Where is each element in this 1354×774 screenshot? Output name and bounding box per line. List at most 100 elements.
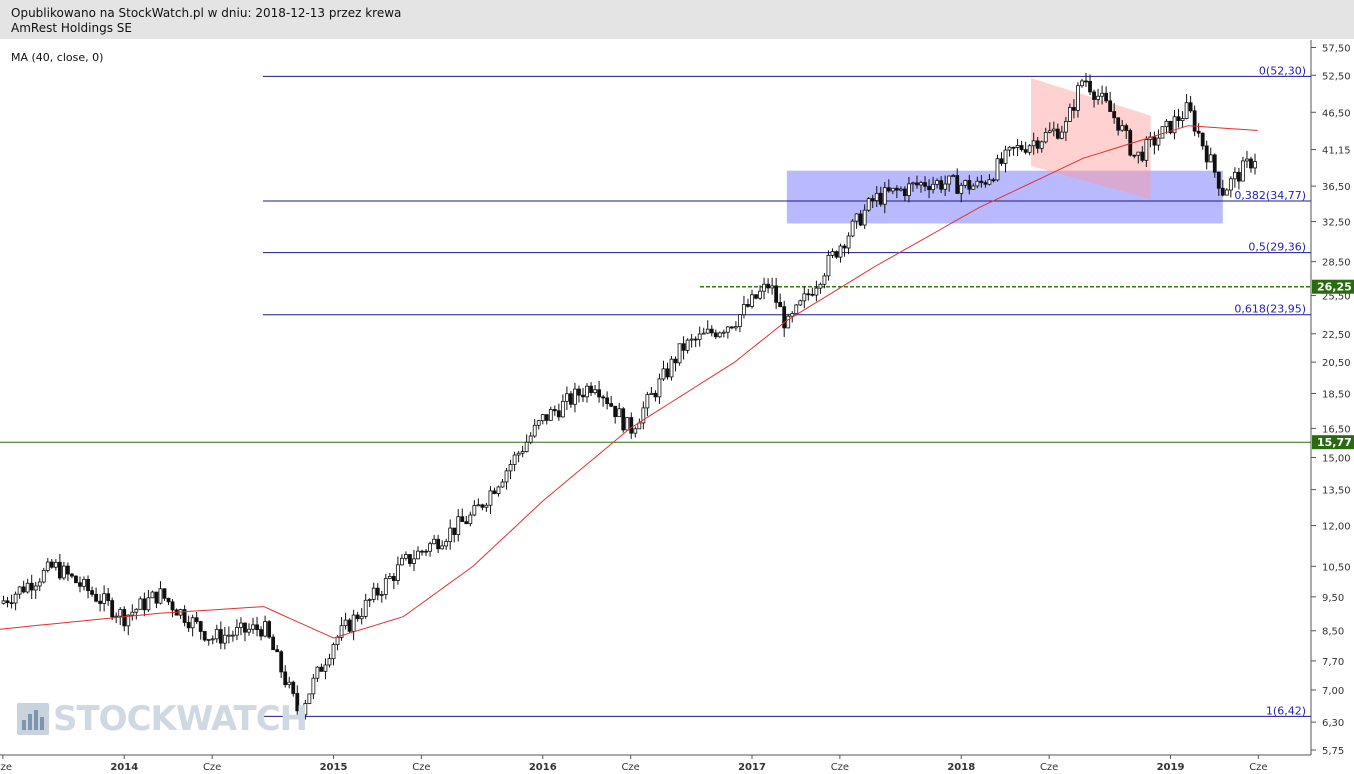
candle	[1204, 140, 1209, 170]
y-tick-label: 15,00	[1322, 453, 1351, 464]
candle	[5, 596, 10, 608]
candle-body	[251, 624, 255, 630]
candle	[939, 176, 944, 194]
candle-body	[995, 158, 1000, 181]
x-tick-label: 2015	[320, 762, 348, 773]
x-tick-label: 2018	[947, 762, 975, 773]
candle	[1232, 167, 1237, 188]
y-tick-label: 32,50	[1322, 218, 1351, 229]
candle-body	[661, 368, 666, 380]
candle	[1216, 171, 1221, 196]
y-tick-label: 46,50	[1322, 108, 1351, 119]
candle	[504, 468, 509, 490]
x-tick-label: Cze	[0, 762, 12, 773]
candle-body	[1253, 161, 1257, 169]
candle-body	[13, 593, 18, 604]
candle-body	[830, 251, 835, 256]
candle-body	[794, 304, 799, 314]
candle-body	[717, 332, 722, 338]
candle	[251, 617, 255, 634]
candle-body	[520, 451, 525, 454]
candle	[247, 623, 251, 636]
fib-level-label: 0,382(34,77)	[1234, 189, 1306, 202]
candle-body	[476, 504, 481, 507]
candle	[21, 580, 26, 594]
candle	[782, 300, 787, 337]
candle-body	[1172, 116, 1177, 134]
candle-body	[307, 693, 312, 704]
publication-info: Opublikowano na StockWatch.pl w dniu: 20…	[11, 6, 402, 20]
candle	[975, 176, 980, 189]
candle	[1253, 153, 1257, 175]
candle	[45, 557, 50, 573]
candle-body	[106, 593, 111, 601]
candle-body	[239, 622, 243, 628]
candle-body	[649, 392, 654, 395]
candle-body	[991, 179, 996, 182]
candle-body	[548, 409, 553, 421]
candle	[1188, 95, 1193, 113]
candle-body	[508, 464, 513, 472]
candle-body	[923, 182, 927, 187]
candle	[894, 185, 899, 199]
candle	[339, 617, 344, 641]
x-tick-label: 2019	[1157, 762, 1185, 773]
x-tick-label: 2016	[529, 762, 557, 773]
candle-body	[734, 326, 738, 329]
candle	[1003, 145, 1008, 173]
candle-body	[802, 293, 807, 302]
candle-body	[629, 417, 634, 434]
candle-body	[190, 617, 195, 629]
candle-body	[70, 573, 74, 577]
candle-body	[669, 358, 674, 378]
candle-body	[907, 183, 911, 197]
candle-body	[1055, 128, 1060, 139]
candle-body	[1108, 100, 1113, 112]
candle	[275, 644, 280, 653]
candle	[862, 204, 867, 230]
candle	[271, 634, 276, 651]
candle	[995, 154, 1000, 182]
candle	[335, 635, 340, 651]
candle	[1249, 156, 1253, 173]
candle	[1164, 119, 1169, 134]
candle	[742, 295, 746, 319]
candle	[589, 382, 593, 397]
candle	[287, 676, 292, 689]
candle	[1124, 123, 1129, 139]
candle-body	[1152, 136, 1157, 146]
y-tick-label: 28,50	[1322, 258, 1351, 269]
candle-body	[882, 187, 887, 205]
candle	[408, 554, 412, 567]
candle	[142, 592, 147, 617]
candle-body	[283, 671, 288, 686]
candle	[162, 588, 167, 601]
candle-body	[1027, 145, 1032, 153]
candle-body	[532, 424, 537, 437]
x-tick-label: Cze	[412, 762, 430, 773]
candle-body	[235, 627, 239, 636]
candle	[1084, 73, 1088, 87]
candle	[428, 541, 432, 557]
candle-body	[496, 486, 501, 494]
fib-level-label: 0,618(23,95)	[1234, 303, 1306, 316]
candle	[432, 534, 437, 545]
candle-body	[118, 609, 123, 617]
moving-average-line	[0, 125, 1258, 639]
candle	[295, 685, 300, 717]
candle	[102, 585, 107, 612]
candle	[29, 574, 34, 600]
candle-body	[126, 614, 131, 627]
candle-body	[1192, 110, 1197, 132]
candle-body	[1140, 151, 1145, 161]
candle	[721, 329, 726, 338]
candle	[963, 179, 968, 189]
candle	[319, 663, 324, 672]
candle-body	[605, 397, 610, 404]
candle	[870, 194, 875, 209]
candle	[1120, 119, 1125, 132]
candle	[444, 538, 449, 550]
candle	[971, 183, 976, 190]
candle-body	[874, 192, 879, 201]
